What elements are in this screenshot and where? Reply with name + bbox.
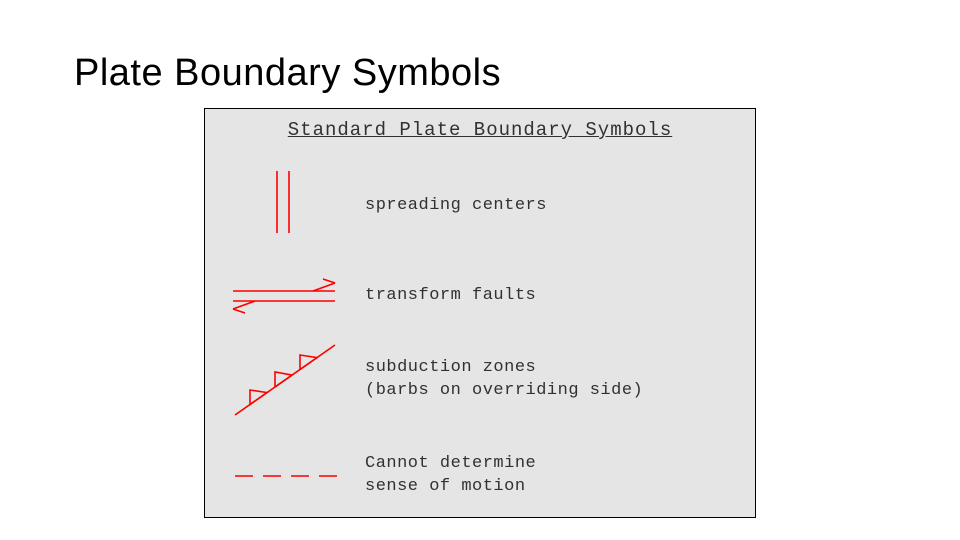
subduction-zones-icon — [205, 335, 365, 425]
symbol-transform — [205, 251, 365, 341]
panel-title: Standard Plate Boundary Symbols — [205, 119, 755, 141]
row-unknown: Cannot determine sense of motion — [205, 431, 755, 521]
symbol-subduction — [205, 335, 365, 425]
unknown-motion-icon — [205, 431, 365, 521]
label-subduction: subduction zones (barbs on overriding si… — [365, 357, 643, 403]
symbol-spreading — [205, 161, 365, 251]
row-spreading: spreading centers — [205, 161, 755, 251]
symbol-unknown — [205, 431, 365, 521]
label-spreading: spreading centers — [365, 195, 547, 218]
label-transform: transform faults — [365, 285, 536, 308]
label-unknown: Cannot determine sense of motion — [365, 453, 536, 499]
row-transform: transform faults — [205, 251, 755, 341]
row-subduction: subduction zones (barbs on overriding si… — [205, 335, 755, 425]
slide-title: Plate Boundary Symbols — [74, 52, 501, 95]
symbols-panel: Standard Plate Boundary Symbols spreadin… — [204, 108, 756, 518]
slide: Plate Boundary Symbols Standard Plate Bo… — [0, 0, 960, 540]
transform-faults-icon — [205, 251, 365, 341]
spreading-centers-icon — [205, 161, 365, 251]
